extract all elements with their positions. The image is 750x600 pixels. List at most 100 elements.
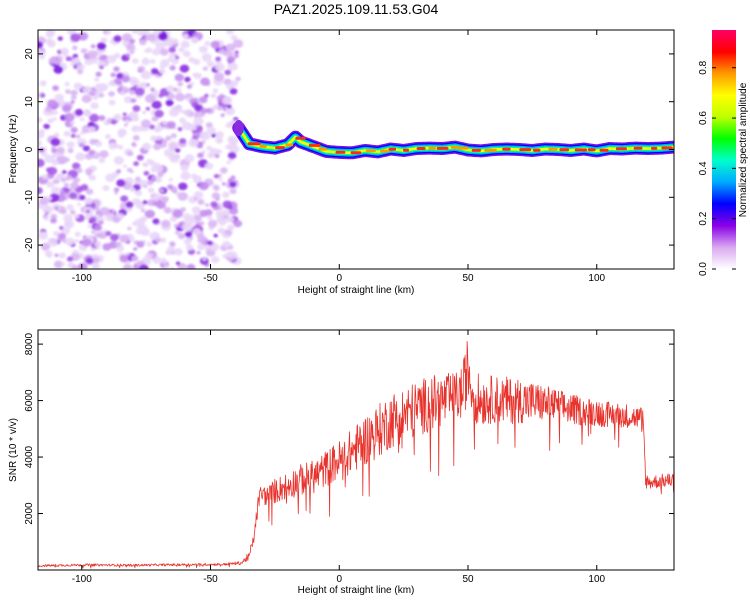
noise-blob xyxy=(63,130,71,137)
noise-blob xyxy=(77,202,81,207)
noise-blob xyxy=(177,81,184,87)
noise-blob xyxy=(92,257,100,264)
noise-blob xyxy=(202,66,208,71)
noise-blob xyxy=(39,80,47,87)
noise-blob xyxy=(198,45,208,54)
noise-blob xyxy=(137,30,145,37)
noise-blob xyxy=(213,185,220,191)
noise-blob xyxy=(142,162,147,167)
noise-blob xyxy=(111,209,116,213)
noise-blob xyxy=(44,154,55,164)
noise-blob xyxy=(215,131,224,139)
noise-blob xyxy=(38,41,43,49)
noise-blob xyxy=(142,110,147,115)
noise-blob xyxy=(140,208,146,213)
noise-blob xyxy=(225,43,236,52)
noise-blob xyxy=(152,218,160,225)
noise-blob xyxy=(155,41,166,51)
noise-blob xyxy=(204,41,211,46)
noise-blob xyxy=(77,32,89,41)
noise-blob xyxy=(131,58,139,64)
noise-blob xyxy=(167,56,174,62)
noise-blob xyxy=(135,201,145,210)
noise-blob xyxy=(108,81,115,87)
noise-blob xyxy=(228,136,239,145)
noise-blob xyxy=(99,65,104,70)
noise-blob xyxy=(53,260,64,269)
noise-blob xyxy=(197,236,206,244)
noise-blob xyxy=(41,231,46,236)
noise-blob xyxy=(197,152,204,159)
noise-blob xyxy=(159,68,166,75)
noise-blob xyxy=(54,59,61,65)
noise-blob xyxy=(74,214,80,219)
noise-blob xyxy=(178,47,185,53)
noise-blob xyxy=(224,69,232,76)
noise-blob xyxy=(153,143,161,151)
noise-blob xyxy=(80,48,87,54)
noise-blob xyxy=(154,109,164,118)
noise-blob xyxy=(83,110,92,117)
noise-blob xyxy=(137,65,146,73)
noise-blob xyxy=(79,194,86,201)
noise-blob xyxy=(177,106,183,111)
noise-blob xyxy=(58,252,66,259)
noise-blob xyxy=(68,192,78,200)
noise-blob xyxy=(166,85,175,93)
noise-blob xyxy=(60,209,67,215)
noise-blob xyxy=(161,219,171,228)
noise-blob xyxy=(63,188,68,193)
noise-blob xyxy=(52,85,59,91)
noise-blob xyxy=(97,60,106,68)
noise-blob xyxy=(188,138,199,148)
noise-blob xyxy=(51,159,60,166)
noise-blob xyxy=(179,138,187,144)
noise-blob xyxy=(78,142,85,148)
noise-blob xyxy=(144,94,156,103)
noise-blob xyxy=(152,48,161,56)
noise-blob xyxy=(226,160,231,165)
colorbar-tick-label: 0.2 xyxy=(698,211,709,225)
noise-blob xyxy=(226,83,234,90)
noise-blob xyxy=(113,156,124,165)
noise-blob xyxy=(74,231,81,237)
noise-blob xyxy=(202,133,211,140)
noise-blob xyxy=(76,63,85,71)
noise-blob xyxy=(90,44,96,49)
noise-blob xyxy=(135,176,141,182)
noise-blob xyxy=(110,119,117,125)
noise-blob xyxy=(62,170,67,174)
noise-blob xyxy=(227,151,237,160)
noise-blob xyxy=(131,143,137,148)
noise-blob xyxy=(120,195,129,202)
noise-blob xyxy=(66,204,74,211)
noise-blob xyxy=(87,126,96,133)
noise-blob xyxy=(145,106,151,111)
noise-blob xyxy=(114,191,118,195)
noise-blob xyxy=(113,66,120,72)
noise-blob xyxy=(129,50,135,55)
noise-blob xyxy=(143,170,150,176)
noise-blob xyxy=(215,56,221,62)
noise-blob xyxy=(70,33,81,42)
noise-blob xyxy=(100,37,108,43)
noise-blob xyxy=(56,146,65,154)
noise-blob xyxy=(61,238,67,243)
noise-blob xyxy=(110,72,116,78)
noise-blob xyxy=(141,58,150,66)
noise-blob xyxy=(66,256,74,262)
noise-blob xyxy=(152,256,162,264)
noise-blob xyxy=(174,230,180,235)
noise-blob xyxy=(202,257,207,261)
noise-blob xyxy=(77,262,88,269)
noise-blob xyxy=(201,140,206,144)
noise-blob xyxy=(228,178,233,182)
noise-blob xyxy=(69,210,76,215)
noise-blob xyxy=(110,233,119,242)
noise-blob xyxy=(63,182,70,188)
noise-blob xyxy=(132,135,140,141)
noise-blob xyxy=(229,188,237,195)
noise-blob xyxy=(142,200,148,205)
spectrogram-x-axis: -100 -50 0 50 100 xyxy=(72,30,606,284)
noise-blob xyxy=(150,87,156,92)
